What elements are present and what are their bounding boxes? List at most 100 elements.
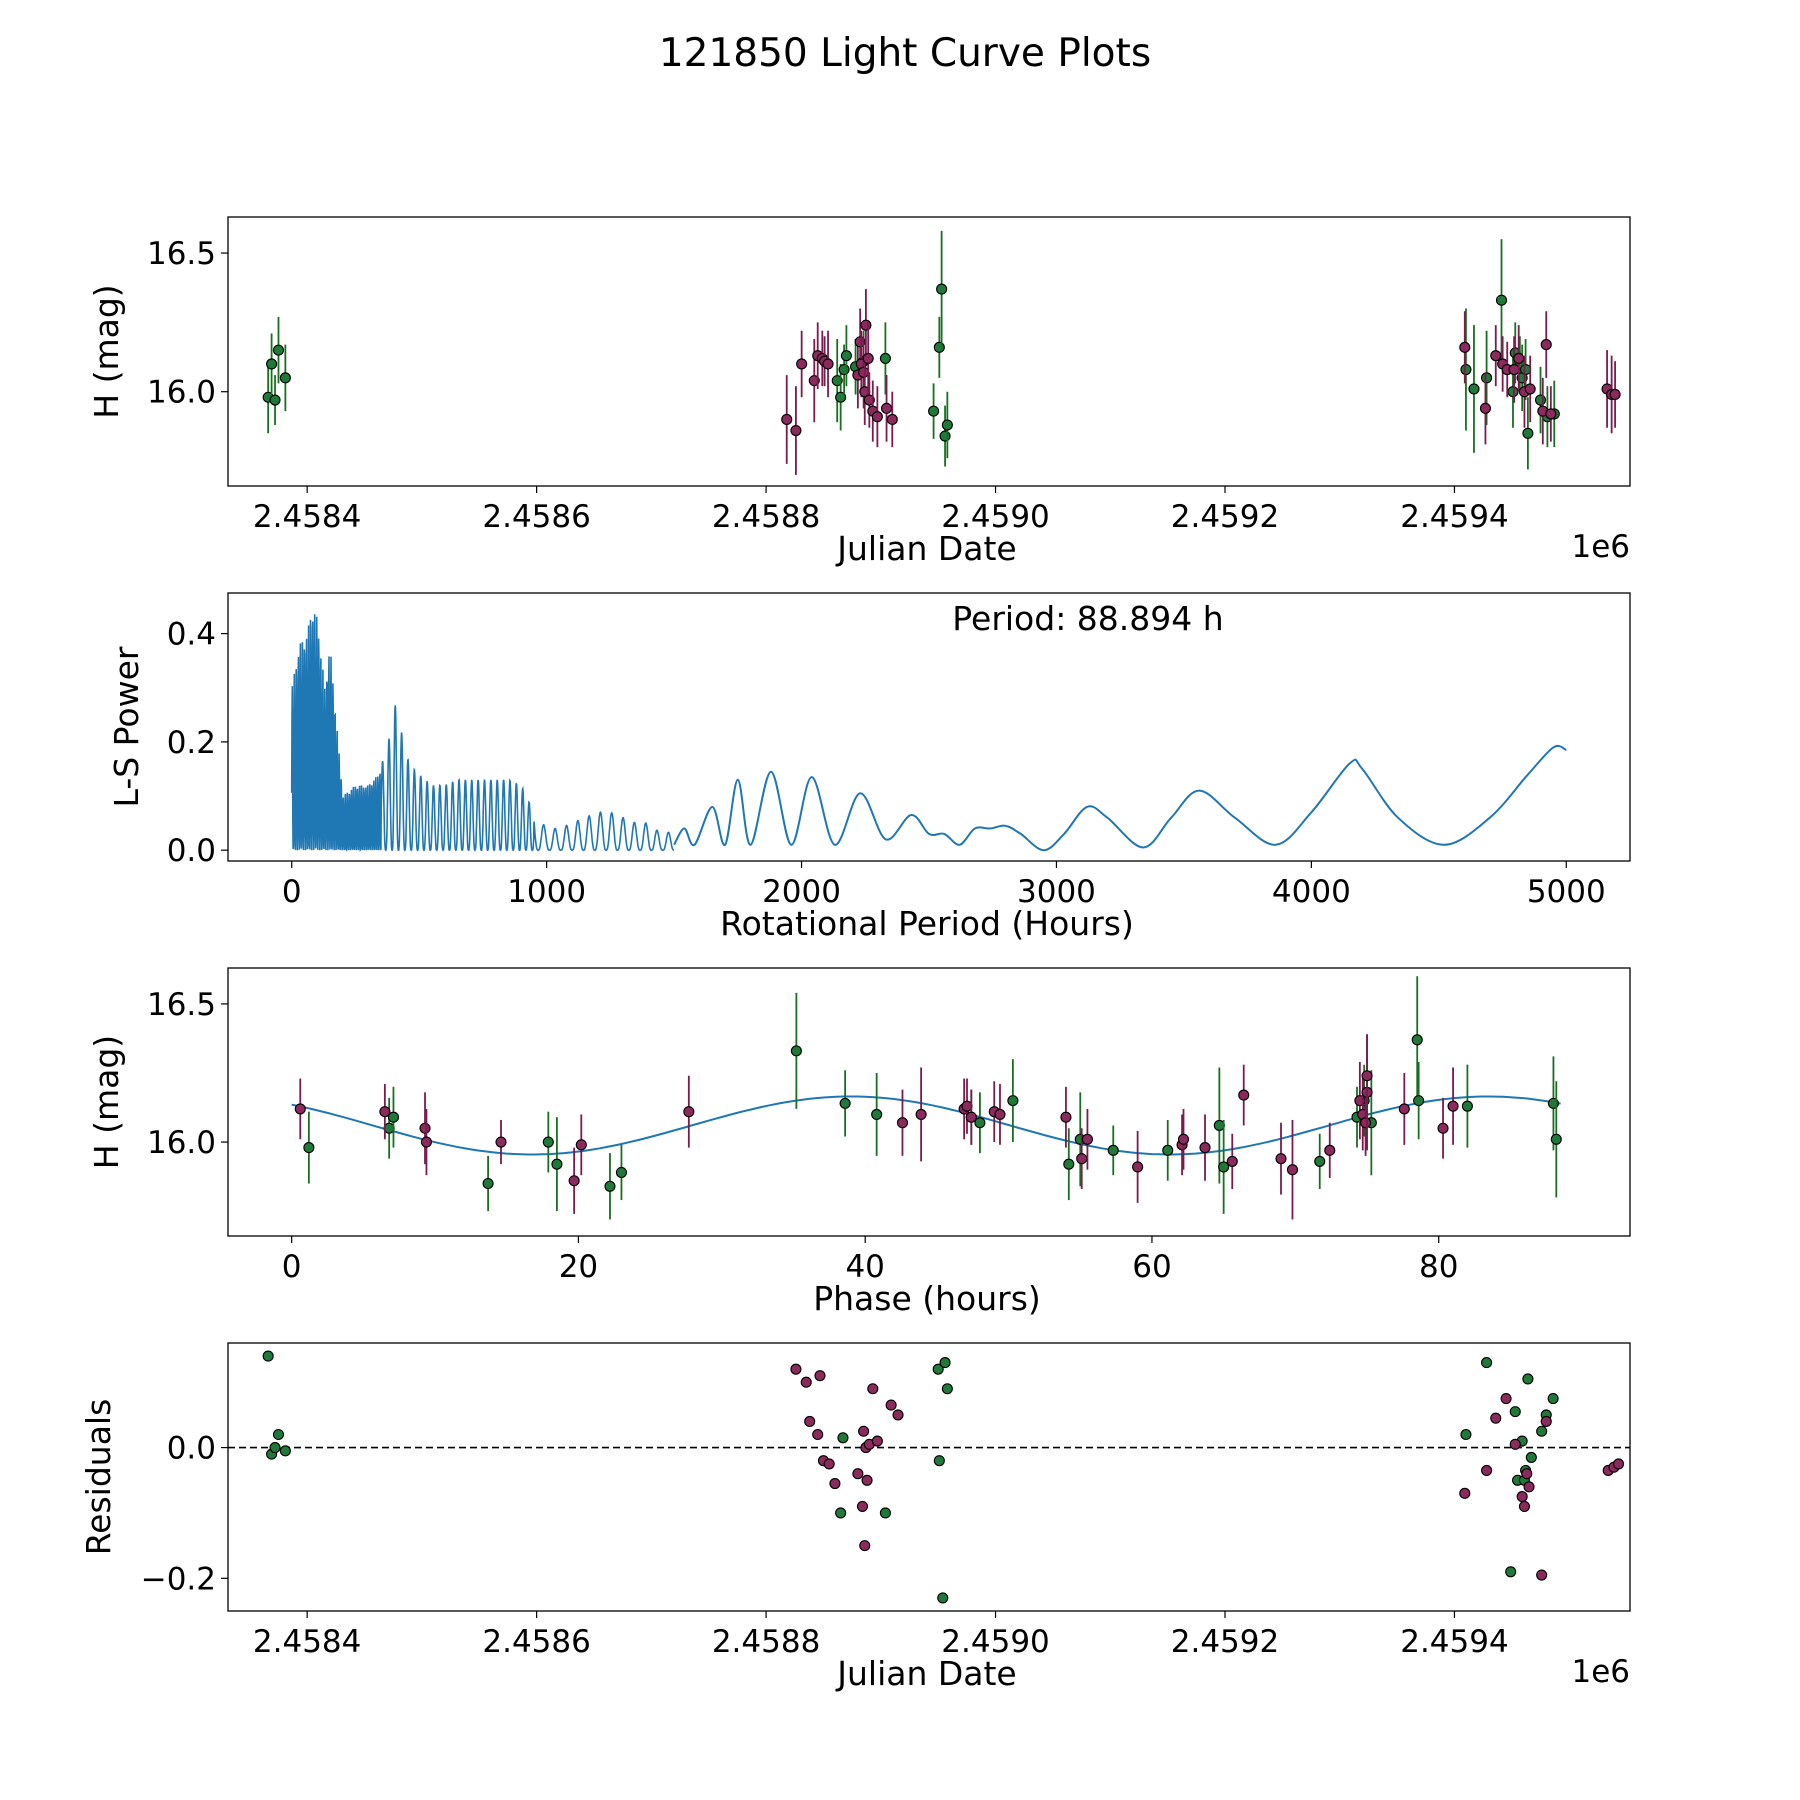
green-data-point [1550,1133,1562,1145]
green-data-point [1522,1373,1534,1385]
green-data-point [1536,1425,1548,1437]
magenta-data-point [892,1409,904,1421]
magenta-data-point [896,1117,909,1129]
magenta-data-point [790,1363,802,1375]
green-data-point [1460,1428,1472,1441]
green-data-point [831,375,843,387]
y-tick-label: 16.5 [147,987,216,1023]
magenta-data-point [1513,352,1525,364]
green-data-point [387,1111,400,1123]
green-data-point [1411,1034,1423,1046]
green-data-point [266,358,278,370]
x-offset-label: 1e6 [1571,1654,1630,1690]
magenta-data-point [861,1474,873,1486]
magenta-data-point [1516,1491,1528,1503]
x-tick-label: 5000 [1527,874,1606,910]
green-data-point [1461,1100,1473,1112]
x-axis-label: Phase (hours) [813,1279,1041,1318]
magenta-data-point [1447,1100,1459,1112]
magenta-data-point [495,1136,507,1148]
magenta-data-point [568,1175,580,1187]
magenta-data-point [994,1108,1006,1120]
green-data-point [1218,1161,1230,1173]
green-data-point [1481,372,1493,384]
magenta-data-point [1226,1155,1238,1167]
green-data-point [835,1507,847,1519]
x-tick-label: 2.4584 [253,1624,361,1660]
magenta-data-point [859,1540,871,1552]
y-axis-label: Residuals [79,1399,118,1556]
x-tick-label: 0 [282,1249,302,1285]
green-data-point [269,394,281,406]
magenta-data-point [1521,1468,1533,1480]
x-tick-label: 20 [559,1249,598,1285]
magenta-data-point [862,352,874,364]
green-data-point [1314,1155,1326,1167]
magenta-data-point [1481,1464,1493,1477]
magenta-data-point [419,1122,431,1134]
magenta-data-point [1459,341,1471,353]
magenta-data-point [1479,402,1491,414]
green-data-point [1505,1566,1517,1578]
green-data-point [615,1166,627,1179]
x-axis-label: Rotational Period (Hours) [720,904,1134,943]
green-data-point [933,1455,945,1467]
magenta-data-point [863,394,875,406]
y-axis-label: H (mag) [87,284,126,418]
x-tick-label: 3000 [1017,874,1096,910]
green-data-point [1525,1451,1537,1463]
x-tick-label: 2.4586 [482,499,590,535]
green-data-point [269,1442,281,1454]
magenta-data-point [294,1103,306,1115]
magenta-data-point [867,1383,879,1395]
green-data-point [941,1383,953,1395]
model-fit-curve [291,1095,1561,1156]
y-tick-label: 0.4 [167,617,216,653]
x-axis-label: Julian Date [835,529,1017,568]
green-data-point [932,1363,944,1375]
green-data-point [974,1117,986,1129]
green-data-point [272,344,285,356]
y-tick-label: 16.0 [147,375,216,411]
magenta-data-point [1518,1500,1530,1512]
y-tick-label: 0.2 [167,725,216,761]
magenta-data-point [1360,1117,1372,1129]
green-data-point [937,1592,949,1604]
green-data-point [604,1180,616,1192]
y-tick-label: −0.2 [141,1561,216,1597]
x-tick-label: 0 [282,874,302,910]
green-data-point [1413,1095,1425,1107]
periodogram-dense-line [290,614,675,853]
magenta-data-point [1540,1415,1552,1427]
magenta-data-point [683,1106,695,1118]
green-data-point [941,419,953,431]
axes-frame [227,216,1631,487]
magenta-data-point [1286,1164,1299,1176]
magenta-data-point [1324,1144,1336,1156]
magenta-data-point [856,1500,869,1512]
green-data-point [840,350,852,362]
magenta-data-point [1609,388,1621,401]
magenta-data-point [880,402,893,414]
magenta-data-point [1612,1458,1625,1470]
magenta-data-point [814,1370,826,1382]
magenta-data-point [823,1458,835,1470]
green-data-point [1107,1144,1119,1156]
magenta-data-point [812,1428,824,1441]
magenta-data-point [885,1399,897,1411]
x-tick-label: 2.4588 [712,499,820,535]
green-data-point [279,1445,291,1457]
green-data-point [279,372,291,384]
green-data-point [1547,1393,1559,1405]
x-offset-label: 1e6 [1571,529,1630,565]
green-data-point [1522,427,1534,439]
green-data-point [1520,363,1532,376]
green-data-point [835,391,847,403]
x-tick-label: 2.4586 [482,1624,590,1660]
magenta-data-point [1437,1122,1449,1134]
magenta-data-point [1361,1070,1373,1082]
green-data-point [871,1108,883,1120]
x-tick-label: 2.4592 [1171,1624,1279,1660]
magenta-data-point [379,1106,391,1118]
magenta-data-point [858,1425,870,1437]
